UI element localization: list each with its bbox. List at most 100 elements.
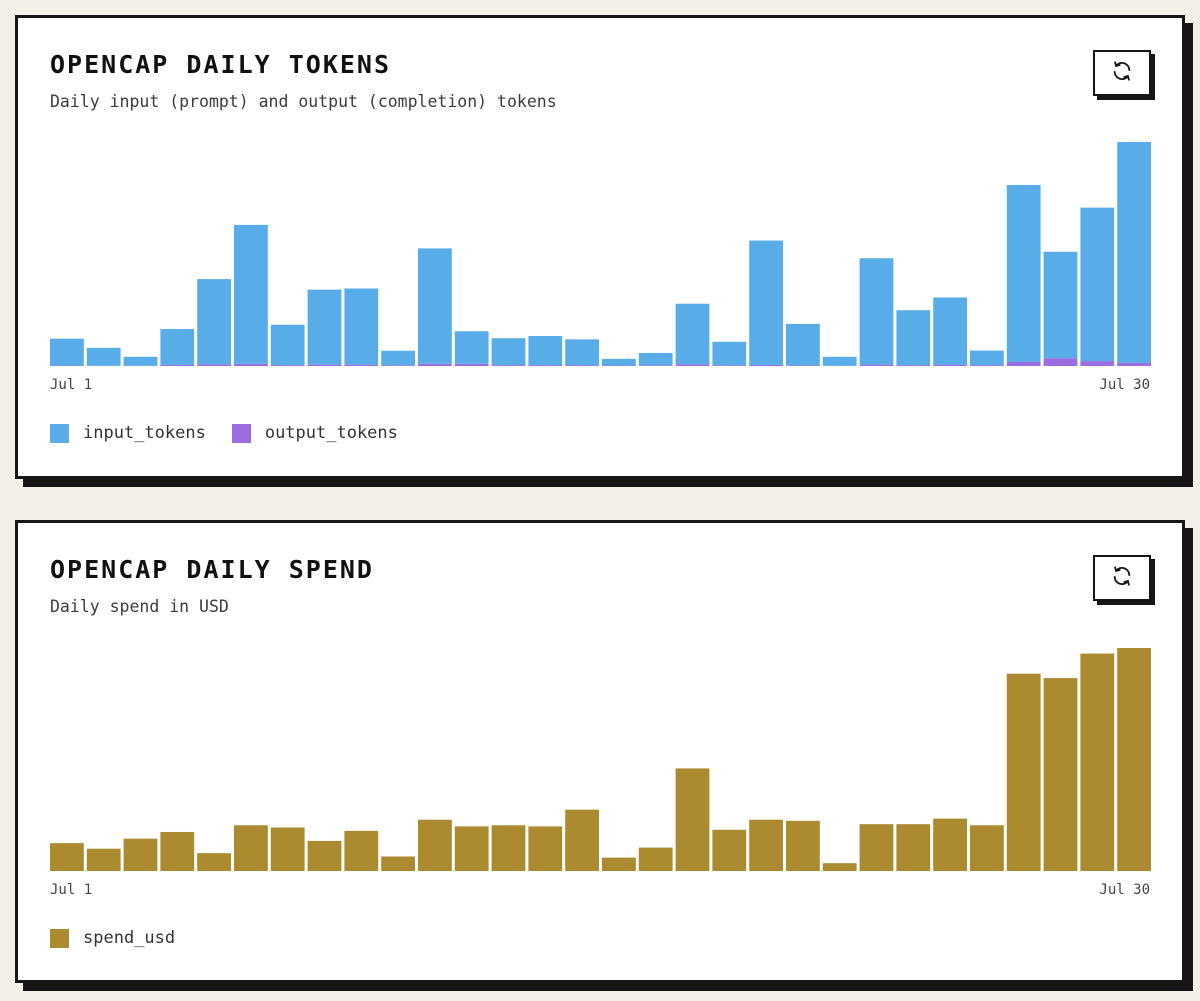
- bar-input-tokens-jul-10: [381, 350, 415, 366]
- tokens-chart: [50, 142, 1151, 366]
- bar-output-tokens-jul-23: [859, 364, 894, 366]
- spend-chart: [50, 648, 1151, 871]
- bar-input-tokens-jul-15: [565, 339, 599, 366]
- x-axis-end-label: Jul 30: [1099, 377, 1150, 393]
- bar-spend-usd-jul-25: [933, 818, 967, 871]
- bar-input-tokens-jul-21: [786, 323, 820, 366]
- bar-output-tokens-jul-30: [1117, 362, 1151, 366]
- bar-spend-usd-jul-15: [565, 809, 599, 871]
- refresh-button[interactable]: [1093, 50, 1151, 96]
- bar-output-tokens-jul-28: [1043, 358, 1078, 366]
- page-title: OPENCAP DAILY SPEND: [50, 555, 374, 584]
- bar-input-tokens-jul-16: [602, 358, 636, 366]
- bar-spend-usd-jul-24: [896, 824, 931, 871]
- bar-spend-usd-jul-12: [454, 826, 489, 871]
- bar-output-tokens-jul-4: [160, 364, 195, 366]
- bar-output-tokens-jul-19: [712, 365, 747, 366]
- chart-subtitle: Daily spend in USD: [50, 597, 229, 616]
- bar-spend-usd-jul-4: [160, 831, 195, 871]
- bar-input-tokens-jul-14: [528, 335, 563, 366]
- bar-spend-usd-jul-19: [712, 829, 747, 871]
- legend-label: output_tokens: [264, 423, 398, 443]
- bar-output-tokens-jul-24: [896, 365, 931, 366]
- bar-output-tokens-jul-10: [381, 365, 415, 366]
- bar-input-tokens-jul-8: [307, 289, 342, 365]
- bar-spend-usd-jul-30: [1117, 648, 1151, 871]
- x-axis-start-label: Jul 1: [50, 377, 93, 393]
- bar-input-tokens-jul-28: [1043, 251, 1078, 359]
- refresh-icon: [1111, 565, 1133, 591]
- bar-spend-usd-jul-16: [602, 857, 636, 871]
- bar-input-tokens-jul-9: [344, 288, 379, 365]
- refresh-button[interactable]: [1093, 555, 1151, 601]
- bar-input-tokens-jul-2: [86, 347, 121, 366]
- bar-spend-usd-jul-20: [749, 819, 783, 871]
- bar-input-tokens-jul-12: [454, 331, 489, 364]
- legend-item-spend-usd: spend_usd: [50, 928, 175, 948]
- bar-spend-usd-jul-3: [123, 838, 158, 871]
- bar-output-tokens-jul-9: [344, 364, 379, 366]
- bar-output-tokens-jul-20: [749, 364, 783, 366]
- bar-input-tokens-jul-26: [970, 350, 1004, 366]
- bar-input-tokens-jul-23: [859, 258, 894, 365]
- bar-spend-usd-jul-21: [786, 820, 820, 871]
- tokens-card: OPENCAP DAILY TOKENS Daily input (prompt…: [15, 15, 1185, 479]
- bar-input-tokens-jul-11: [418, 248, 452, 364]
- bar-input-tokens-jul-24: [896, 310, 931, 366]
- bar-spend-usd-jul-17: [638, 847, 673, 871]
- bar-spend-usd-jul-7: [270, 827, 305, 871]
- bar-input-tokens-jul-27: [1006, 185, 1041, 362]
- bar-input-tokens-jul-13: [491, 338, 526, 366]
- bar-output-tokens-jul-12: [454, 363, 489, 366]
- bar-spend-usd-jul-13: [491, 825, 526, 871]
- bar-output-tokens-jul-8: [307, 364, 342, 366]
- bar-spend-usd-jul-22: [822, 863, 857, 871]
- bar-spend-usd-jul-1: [50, 843, 84, 871]
- bar-spend-usd-jul-5: [197, 853, 231, 871]
- bar-input-tokens-jul-20: [749, 240, 783, 365]
- legend-swatch: [231, 423, 251, 443]
- legend-swatch: [50, 423, 69, 443]
- legend-label: spend_usd: [83, 928, 176, 948]
- bar-input-tokens-jul-7: [270, 324, 305, 366]
- bar-input-tokens-jul-5: [197, 279, 231, 365]
- bar-spend-usd-jul-8: [307, 840, 342, 871]
- chart-legend: input_tokens output_tokens: [50, 423, 424, 443]
- bar-input-tokens-jul-29: [1080, 207, 1115, 362]
- bar-output-tokens-jul-15: [565, 365, 599, 366]
- bar-output-tokens-jul-25: [933, 364, 967, 366]
- bar-output-tokens-jul-11: [418, 363, 452, 366]
- bar-spend-usd-jul-28: [1043, 678, 1078, 871]
- bar-spend-usd-jul-9: [344, 830, 379, 871]
- bar-spend-usd-jul-26: [970, 825, 1004, 871]
- bar-spend-usd-jul-14: [528, 826, 563, 871]
- bar-output-tokens-jul-13: [491, 365, 526, 366]
- bar-spend-usd-jul-18: [675, 768, 710, 871]
- bar-input-tokens-jul-18: [675, 303, 710, 365]
- chart-subtitle: Daily input (prompt) and output (complet…: [50, 92, 557, 111]
- bar-input-tokens-jul-17: [638, 353, 673, 366]
- chart-legend: spend_usd: [50, 928, 201, 948]
- legend-item-input-tokens: input_tokens: [50, 423, 206, 443]
- bar-spend-usd-jul-29: [1080, 653, 1115, 871]
- bar-output-tokens-jul-18: [675, 364, 710, 366]
- bar-input-tokens-jul-4: [160, 329, 195, 365]
- bar-spend-usd-jul-11: [418, 819, 452, 871]
- bar-spend-usd-jul-6: [234, 825, 268, 871]
- legend-swatch: [50, 928, 69, 948]
- bar-output-tokens-jul-14: [528, 365, 563, 366]
- bar-output-tokens-jul-29: [1080, 361, 1115, 366]
- bar-output-tokens-jul-7: [270, 365, 305, 366]
- legend-item-output-tokens: output_tokens: [231, 423, 398, 443]
- bar-input-tokens-jul-30: [1117, 142, 1151, 363]
- refresh-icon: [1111, 60, 1133, 86]
- bar-output-tokens-jul-17: [638, 365, 673, 366]
- bar-spend-usd-jul-27: [1006, 673, 1041, 871]
- bar-input-tokens-jul-25: [933, 297, 967, 365]
- bar-spend-usd-jul-23: [859, 824, 894, 871]
- bar-input-tokens-jul-22: [822, 356, 857, 366]
- bar-output-tokens-jul-21: [786, 365, 820, 366]
- bar-input-tokens-jul-19: [712, 341, 747, 366]
- bar-output-tokens-jul-6: [234, 363, 268, 366]
- x-axis-end-label: Jul 30: [1099, 882, 1150, 898]
